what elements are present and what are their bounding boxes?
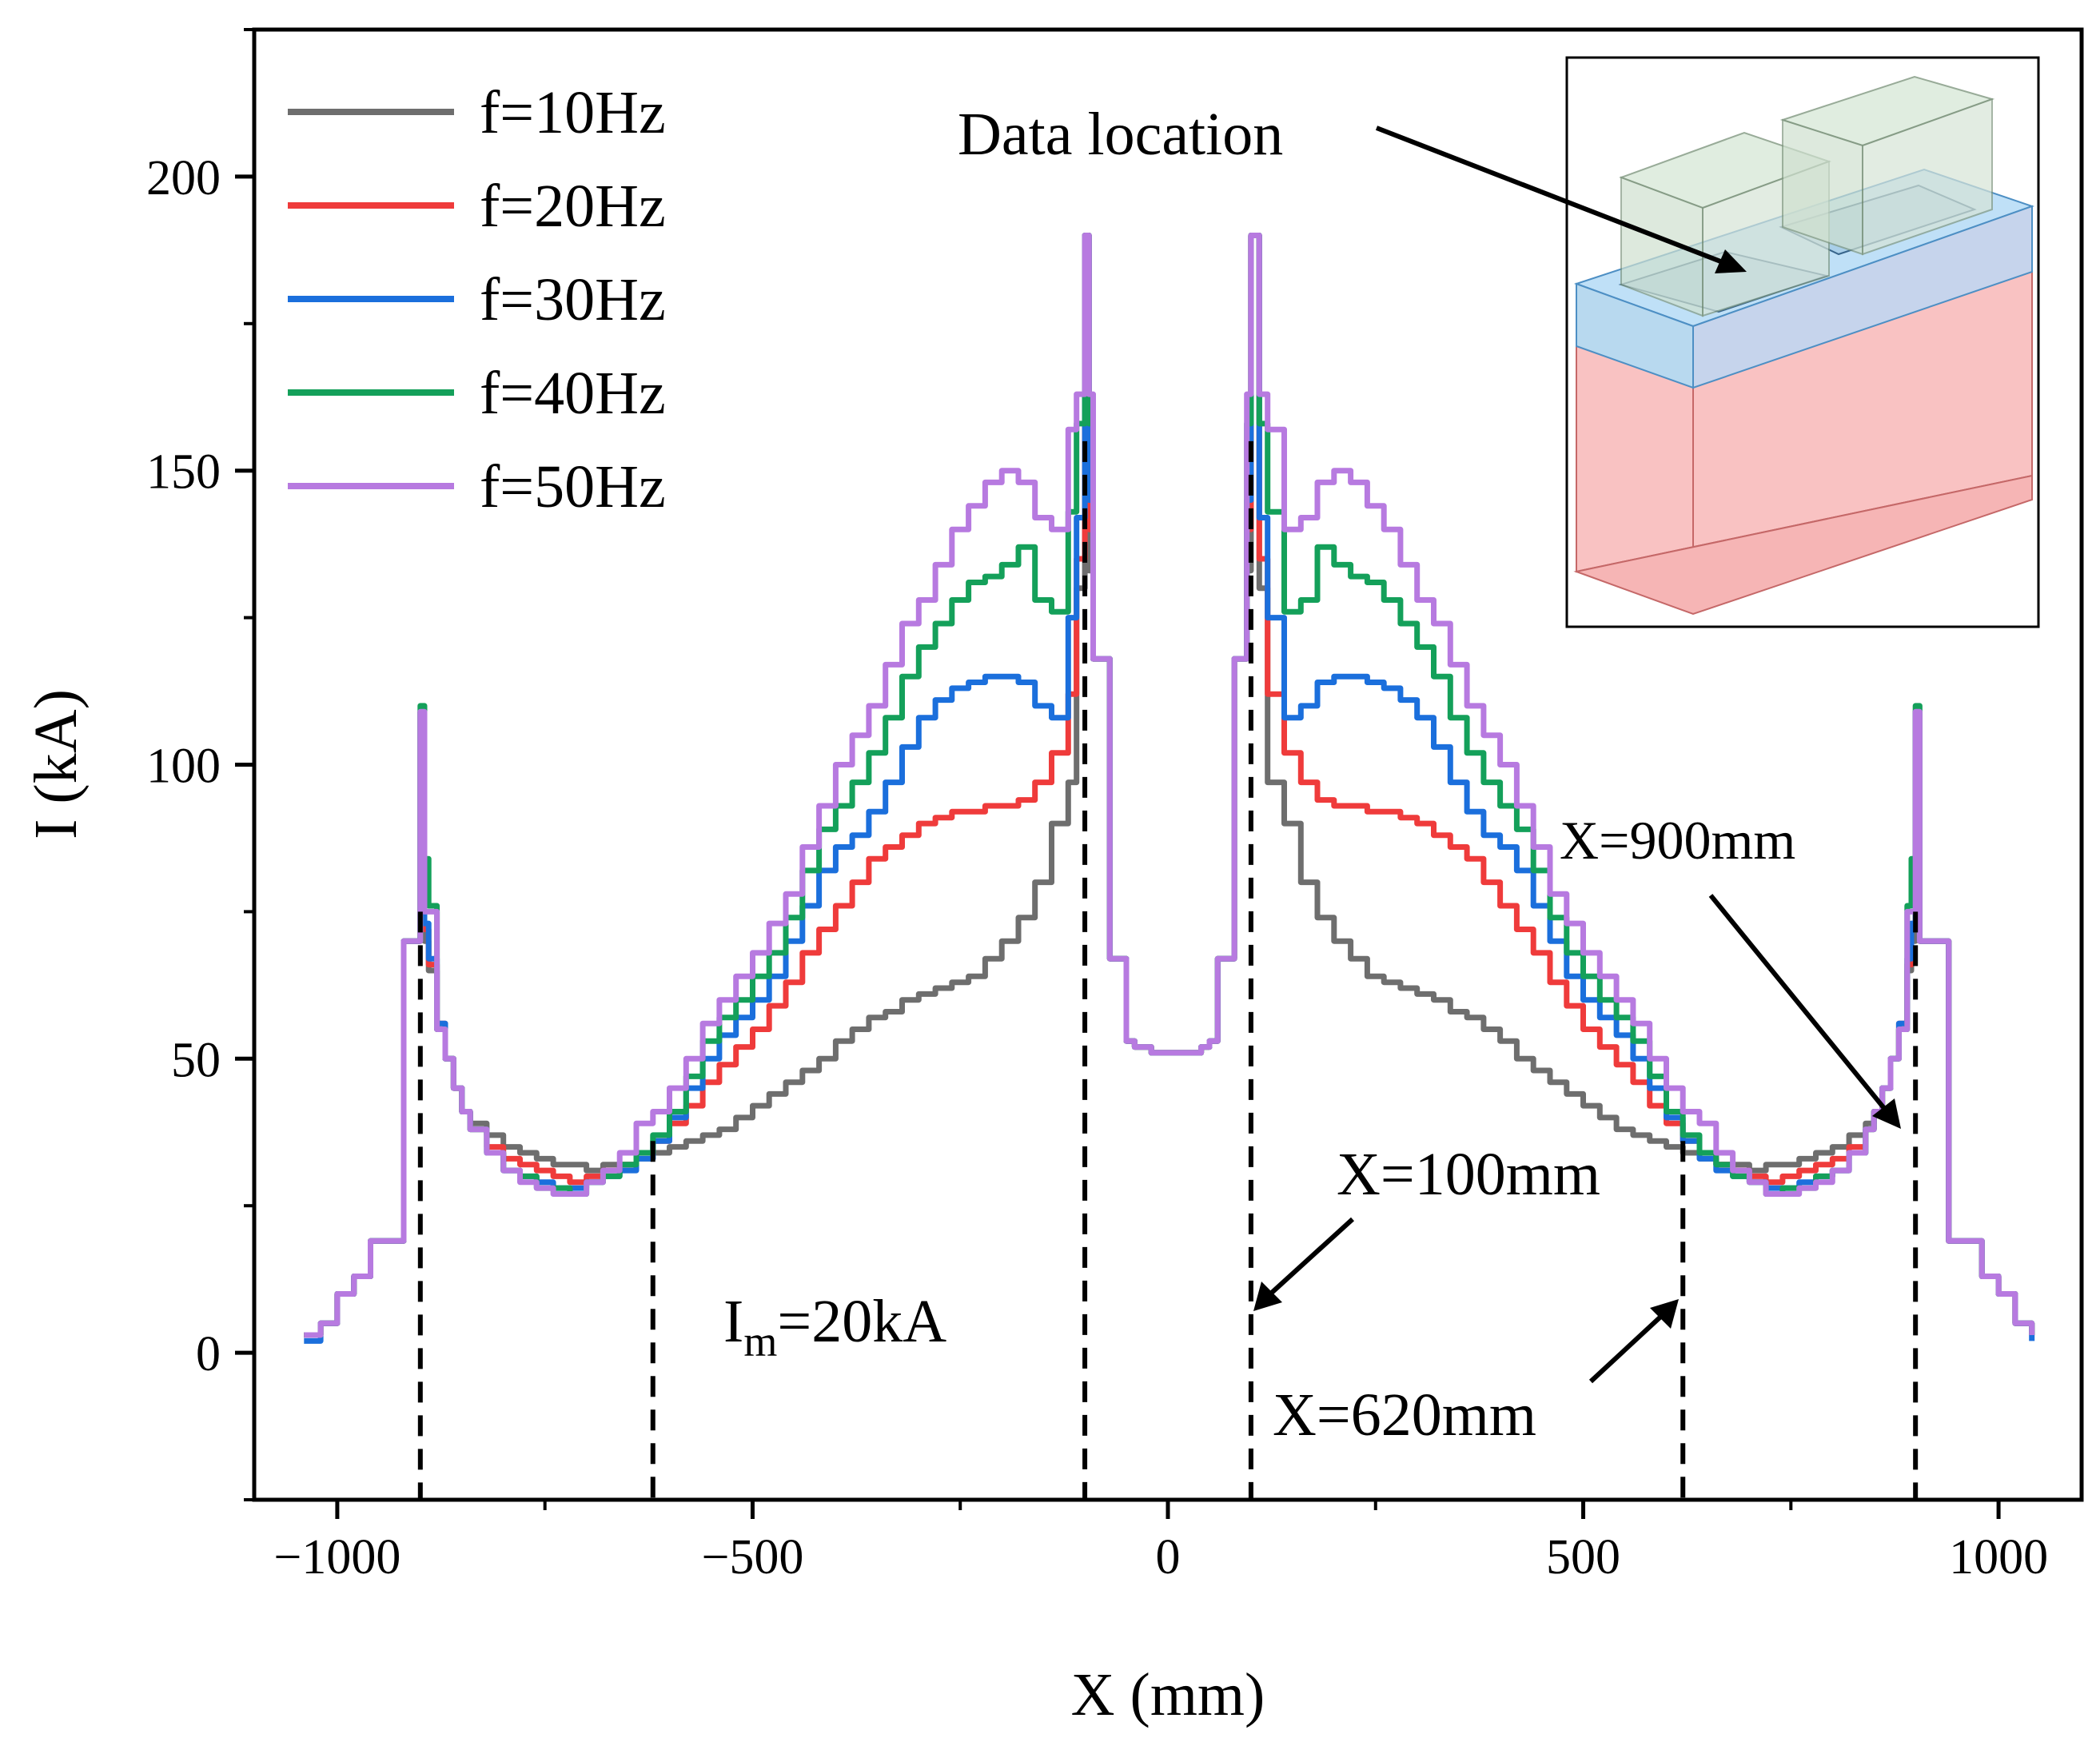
legend-label-3: f=30Hz (480, 266, 666, 333)
x-tick-label: 500 (1546, 1530, 1620, 1585)
x620-arrow (1588, 1309, 1669, 1384)
reference-lines (417, 440, 1919, 1500)
inset-red-bottom (1573, 474, 2033, 616)
y-axis-label: I (kA) (22, 689, 90, 839)
series-line-5 (304, 233, 2035, 1338)
x-axis-ticks: −1000 −500 0 500 1000 (273, 1500, 2048, 1585)
x-tick-label: −500 (701, 1530, 803, 1585)
x900-arrowhead (1872, 1098, 1901, 1129)
y-tick-label: 0 (196, 1327, 221, 1381)
x-tick-label: 1000 (1949, 1530, 2048, 1585)
x100-annotation: X=100mm (1337, 1141, 1600, 1208)
y-tick-label: 100 (146, 739, 221, 794)
x900-arrow (1708, 894, 1889, 1113)
legend-label-1: f=10Hz (480, 79, 666, 146)
legend-label-4: f=40Hz (480, 360, 666, 427)
series-layer (304, 233, 2035, 1344)
x100-arrowhead (1253, 1282, 1282, 1311)
y-tick-label: 200 (146, 151, 221, 205)
inset-blue-front (1692, 205, 2033, 389)
current-amplitude-label: Im=20kA (723, 1288, 946, 1365)
data-location-annotation: Data location (958, 101, 1283, 168)
y-tick-label: 50 (171, 1033, 221, 1087)
plot-area: −1000 −500 0 500 1000 0 50 100 150 200 (146, 27, 2084, 1585)
x-tick-label: 0 (1156, 1530, 1181, 1585)
y-axis-ticks: 0 50 100 150 200 (146, 28, 254, 1501)
x-tick-label: −1000 (273, 1530, 400, 1585)
x900-annotation: X=900mm (1560, 810, 1795, 871)
x620-annotation: X=620mm (1273, 1381, 1536, 1449)
data-location-arrow (1375, 126, 1728, 266)
annotations: Im=20kA X=100mm X=620mm X=900mm (723, 810, 1901, 1449)
y-tick-label: 150 (146, 445, 221, 500)
x-axis-label: X (mm) (1071, 1661, 1265, 1728)
legend: f=10Hz f=20Hz f=30Hz f=40Hz f=50Hz (288, 79, 666, 520)
inset-geometry (1565, 56, 2040, 628)
x620-arrowhead (1650, 1299, 1679, 1329)
legend-label-2: f=20Hz (480, 173, 666, 240)
data-location-arrowhead (1715, 249, 1747, 273)
x100-arrow (1262, 1217, 1355, 1302)
legend-label-5: f=50Hz (480, 453, 666, 520)
inset-green-box-right-front (1862, 98, 1993, 256)
